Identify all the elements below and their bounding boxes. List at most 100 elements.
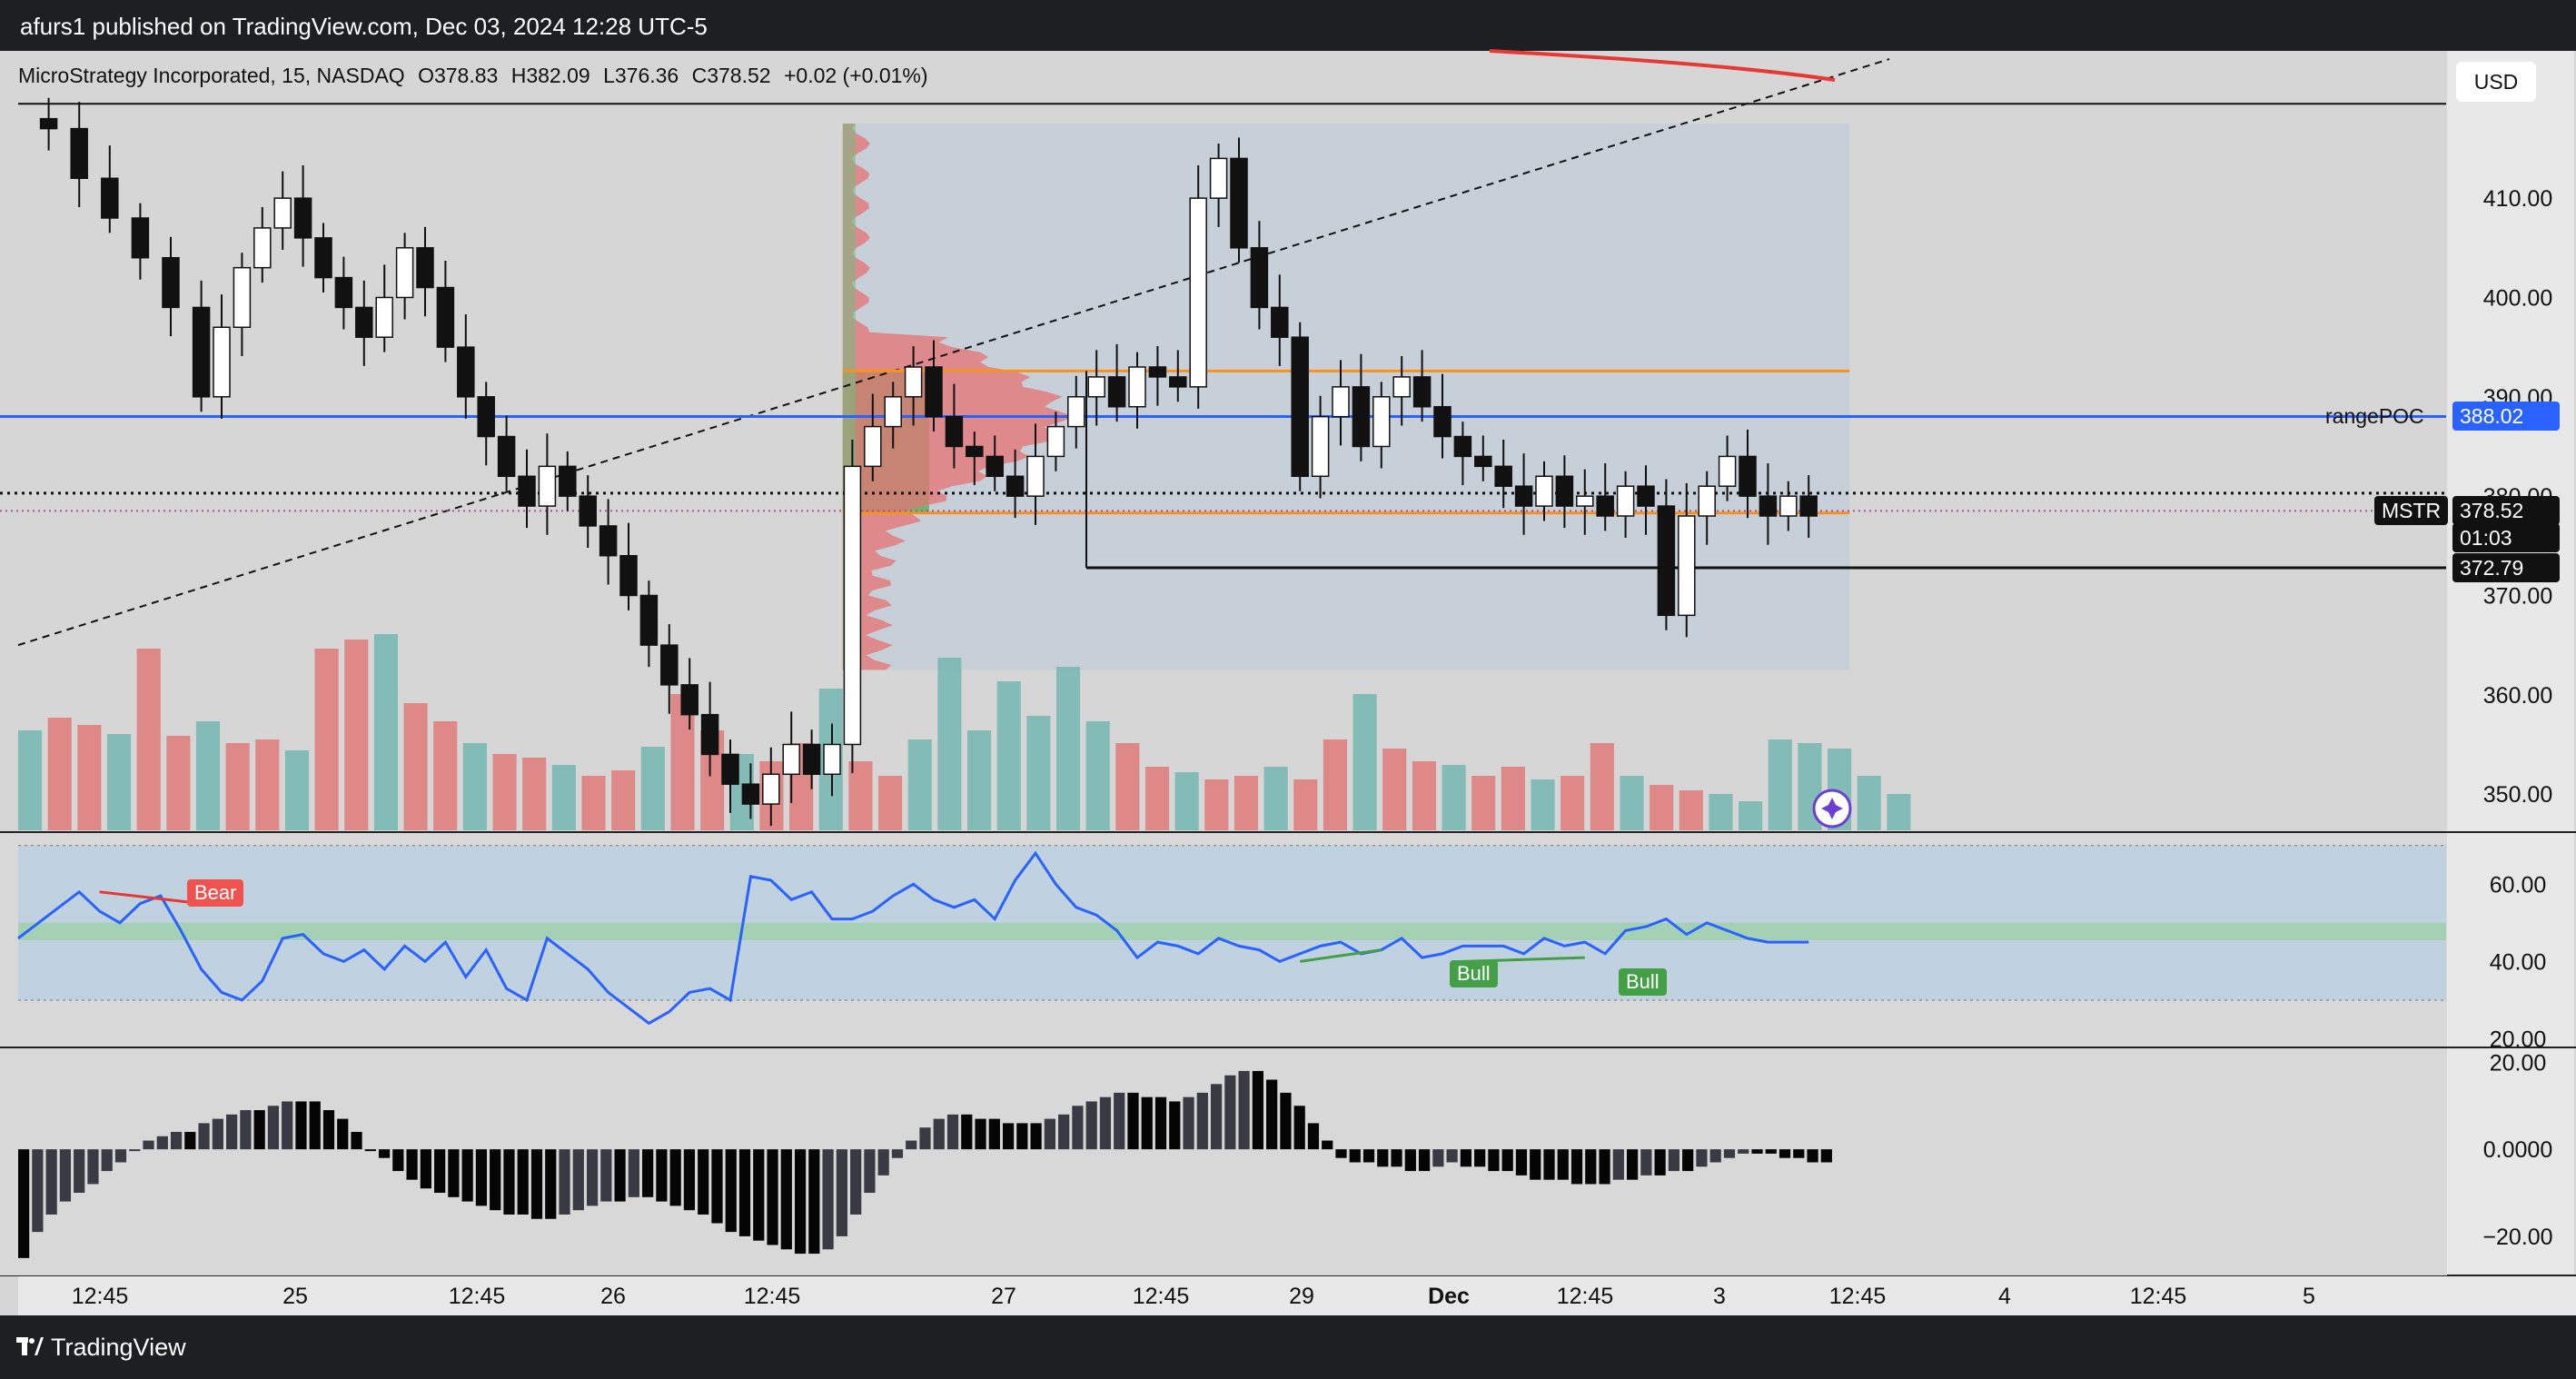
time-tick-label: Dec <box>1428 1284 1470 1309</box>
oscillator-bar <box>808 1149 820 1255</box>
oscillator-bar <box>1085 1101 1097 1150</box>
time-tick-label: 4 <box>1998 1284 2011 1309</box>
oscillator-bar <box>545 1149 557 1219</box>
oscillator-bar <box>143 1140 154 1150</box>
countdown-tag: 01:03 <box>2452 523 2560 553</box>
candle-body <box>162 256 180 309</box>
volume-bar <box>907 739 932 830</box>
candle-body <box>1616 485 1635 517</box>
oscillator-bar <box>1169 1101 1181 1150</box>
oscillator-bar <box>240 1110 252 1150</box>
volume-bar <box>1323 739 1347 830</box>
candle-body <box>1311 415 1330 478</box>
oscillator-tick-label: −20.00 <box>2482 1225 2552 1250</box>
oscillator-bar <box>392 1149 404 1172</box>
oscillator-bar <box>586 1149 599 1206</box>
oscillator-bar <box>1432 1149 1444 1167</box>
tradingview-logo-icon <box>16 1337 44 1355</box>
candle-body <box>660 644 679 686</box>
oscillator-bar <box>87 1149 99 1185</box>
volume-bar <box>1085 721 1110 830</box>
oscillator-bar <box>988 1118 1000 1150</box>
candle-body <box>1779 495 1798 517</box>
currency-button[interactable]: USD <box>2456 62 2536 102</box>
oscillator-bar <box>406 1149 418 1180</box>
oscillator-bar <box>1488 1149 1500 1172</box>
volume-bar <box>47 718 72 830</box>
oscillator-bar <box>864 1149 876 1194</box>
candle-body <box>416 247 434 289</box>
oscillator-bar <box>1530 1149 1541 1180</box>
candle-body <box>131 217 150 259</box>
candle-body <box>1067 396 1085 428</box>
time-tick-label: 27 <box>991 1284 1016 1309</box>
symbol-name[interactable]: MicroStrategy Incorporated, 15, NASDAQ <box>18 64 405 87</box>
candle-body <box>1799 495 1818 517</box>
oscillator-bar <box>1751 1149 1763 1154</box>
candle-body <box>1637 485 1655 507</box>
oscillator-bar <box>600 1149 612 1202</box>
candle-body <box>986 455 1004 478</box>
volume-bar <box>996 681 1021 830</box>
candle-body <box>1759 495 1778 517</box>
time-tick-label: 25 <box>282 1284 308 1309</box>
volume-bar <box>1144 767 1170 830</box>
candle-body <box>1678 515 1696 617</box>
volume-bar <box>77 725 102 830</box>
volume-bar <box>551 765 576 830</box>
time-tick-label: 12:45 <box>72 1284 129 1309</box>
candle-body <box>1271 306 1289 338</box>
oscillator-bar <box>836 1149 847 1236</box>
volume-bar <box>1115 743 1140 830</box>
oscillator-bar <box>1820 1149 1832 1163</box>
volume-bar <box>611 770 636 830</box>
oscillator-tick-label: 20.00 <box>2490 1050 2547 1076</box>
volume-bar <box>1887 794 1911 830</box>
oscillator-bar <box>642 1149 654 1197</box>
candle-body <box>457 346 475 398</box>
candle-body <box>721 753 739 785</box>
oscillator-bar <box>282 1101 293 1150</box>
candle-body <box>314 237 332 279</box>
candle-body <box>1698 485 1716 517</box>
footer-brand: TradingView <box>51 1334 186 1361</box>
volume-bar <box>1739 801 1763 830</box>
oscillator-bar <box>32 1149 44 1233</box>
low-value: L376.36 <box>603 64 679 87</box>
oscillator-bar <box>212 1118 223 1150</box>
oscillator-bar <box>1196 1092 1208 1150</box>
volume-profile-histogram <box>842 124 1075 670</box>
time-tick-label: 29 <box>1289 1284 1314 1309</box>
oscillator-bar <box>448 1149 460 1197</box>
rsi-mid-band <box>18 922 2446 940</box>
oscillator-bar <box>1682 1149 1694 1172</box>
volume-bar <box>1263 767 1288 830</box>
oscillator-bar <box>1709 1149 1721 1163</box>
rangepoc-price-tag: 388.02 <box>2452 402 2560 432</box>
oscillator-bar <box>738 1149 751 1236</box>
candle-body <box>1128 366 1146 408</box>
oscillator-bar <box>1654 1149 1666 1176</box>
oscillator-bar <box>1778 1149 1791 1158</box>
oscillator-bar <box>1585 1149 1597 1185</box>
volume-bar <box>1501 767 1525 830</box>
candle-body <box>1433 405 1451 438</box>
candle-body <box>966 445 984 458</box>
volume-bar <box>1352 694 1377 830</box>
oscillator-bar <box>946 1114 959 1150</box>
oscillator-bar <box>1474 1149 1486 1167</box>
candle-body <box>904 366 923 398</box>
oscillator-bar <box>1349 1149 1361 1163</box>
oscillator-bar <box>74 1149 85 1194</box>
rsi-band <box>18 845 2446 1000</box>
bear-divergence-line <box>99 890 202 906</box>
oscillator-bar <box>1599 1149 1610 1185</box>
oscillator-bar <box>420 1149 431 1189</box>
bear-label: Bear <box>187 879 244 907</box>
oscillator-bar <box>975 1118 986 1150</box>
volume-bar <box>1442 765 1466 830</box>
oscillator-bar <box>253 1110 265 1150</box>
oscillator-bar <box>1280 1092 1292 1150</box>
